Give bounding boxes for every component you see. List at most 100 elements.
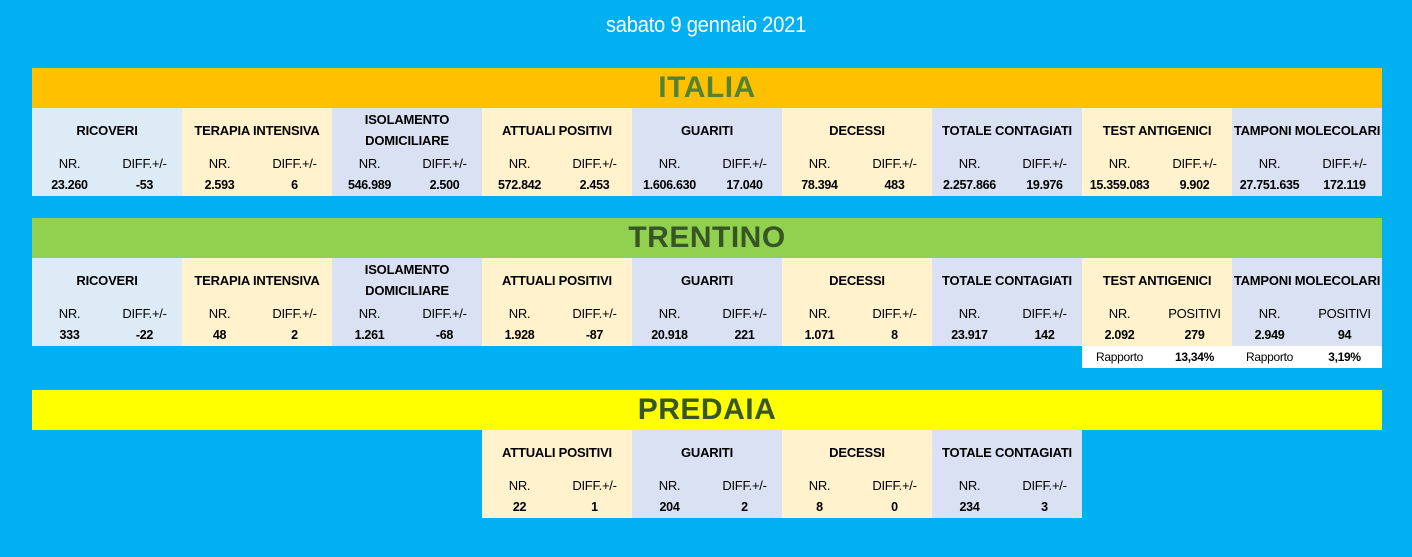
positivi-value: 94 [1337, 328, 1352, 342]
nr-value: 2.949 [1254, 328, 1285, 342]
nr-label: NR. [808, 306, 831, 321]
nr-label: NR. [658, 156, 681, 171]
predaia-banner: PREDAIA [32, 390, 1382, 430]
rapporto-value: 13,34% [1175, 350, 1214, 364]
nr-value: 1.261 [354, 328, 385, 342]
trentino-cell-decessi: DECESSI NR. DIFF.+/- 1.071 8 [782, 258, 932, 346]
nr-value: 572.842 [497, 178, 542, 192]
cell-title: GUARITI [680, 122, 734, 138]
nr-label: NR. [958, 478, 981, 493]
diff-value: -68 [435, 328, 454, 342]
diff-value: 19.976 [1026, 178, 1063, 192]
nr-value: 48 [212, 328, 227, 342]
trentino-cell-test-antigenici: TEST ANTIGENICI NR. POSITIVI 2.092 279 [1082, 258, 1232, 346]
italia-row: RICOVERI NR. DIFF.+/- 23.260 -53 TERAPIA… [32, 108, 1382, 196]
nr-label: NR. [958, 156, 981, 171]
diff-value: -87 [585, 328, 604, 342]
positivi-value: 279 [1184, 328, 1205, 342]
diff-label: DIFF.+/- [722, 478, 767, 493]
diff-value: 2.500 [429, 178, 460, 192]
nr-value: 1.071 [804, 328, 835, 342]
cell-title: ATTUALI POSITIVI [502, 122, 612, 138]
diff-label: DIFF.+/- [572, 306, 617, 321]
report-date: sabato 9 gennaio 2021 [605, 12, 807, 37]
cell-title: TOTALE CONTAGIATI [942, 444, 1072, 460]
nr-label: NR. [358, 306, 381, 321]
nr-label: NR. [1258, 156, 1281, 171]
diff-label: DIFF.+/- [1022, 156, 1067, 171]
nr-value: 78.394 [801, 178, 838, 192]
rapporto-antigenici: Rapporto 13,34% [1082, 346, 1232, 368]
nr-label: NR. [808, 478, 831, 493]
trentino-banner: TRENTINO [32, 218, 1382, 258]
trentino-row: RICOVERI NR. DIFF.+/- 333 -22 TERAPIA IN… [32, 258, 1382, 346]
italia-cell-totale-contagiati: TOTALE CONTAGIATI NR. DIFF.+/- 2.257.866… [932, 108, 1082, 196]
italia-cell-guariti: GUARITI NR. DIFF.+/- 1.606.630 17.040 [632, 108, 782, 196]
diff-value: 17.040 [726, 178, 763, 192]
trentino-cell-isolamento: ISOLAMENTO DOMICILIARE NR. DIFF.+/- 1.26… [332, 258, 482, 346]
italia-cell-terapia-intensiva: TERAPIA INTENSIVA NR. DIFF.+/- 2.593 6 [182, 108, 332, 196]
diff-label: DIFF.+/- [272, 306, 317, 321]
trentino-cell-guariti: GUARITI NR. DIFF.+/- 20.918 221 [632, 258, 782, 346]
cell-title: GUARITI [680, 444, 734, 460]
nr-value: 1.606.630 [643, 178, 696, 192]
diff-value: 0 [891, 500, 898, 514]
diff-value: 2.453 [579, 178, 610, 192]
nr-value: 1.928 [504, 328, 535, 342]
nr-value: 27.751.635 [1239, 178, 1300, 192]
trentino-cell-terapia-intensiva: TERAPIA INTENSIVA NR. DIFF.+/- 48 2 [182, 258, 332, 346]
cell-title: TERAPIA INTENSIVA [194, 272, 320, 288]
nr-value: 234 [959, 500, 980, 514]
nr-value: 15.359.083 [1089, 178, 1150, 192]
italia-cell-isolamento: ISOLAMENTO DOMICILIARE NR. DIFF.+/- 546.… [332, 108, 482, 196]
diff-label: DIFF.+/- [1022, 478, 1067, 493]
positivi-label: POSITIVI [1168, 306, 1221, 321]
italia-banner: ITALIA [32, 68, 1382, 108]
nr-label: NR. [58, 156, 81, 171]
nr-label: NR. [58, 306, 81, 321]
nr-label: NR. [658, 306, 681, 321]
diff-label: DIFF.+/- [422, 306, 467, 321]
diff-label: DIFF.+/- [1322, 156, 1367, 171]
diff-value: 2 [741, 500, 748, 514]
nr-value: 8 [816, 500, 823, 514]
diff-value: 3 [1041, 500, 1048, 514]
diff-label: DIFF.+/- [572, 156, 617, 171]
cell-title: TEST ANTIGENICI [1102, 272, 1212, 288]
trentino-cell-attuali-positivi: ATTUALI POSITIVI NR. DIFF.+/- 1.928 -87 [482, 258, 632, 346]
nr-value: 22 [512, 500, 527, 514]
italia-cell-ricoveri: RICOVERI NR. DIFF.+/- 23.260 -53 [32, 108, 182, 196]
nr-label: NR. [1108, 156, 1131, 171]
cell-title: ATTUALI POSITIVI [502, 444, 612, 460]
cell-title: GUARITI [680, 272, 734, 288]
diff-value: -22 [135, 328, 154, 342]
nr-value: 333 [59, 328, 80, 342]
diff-value: -53 [135, 178, 154, 192]
nr-value: 546.989 [347, 178, 392, 192]
diff-value: 2 [291, 328, 298, 342]
nr-value: 2.257.866 [943, 178, 996, 192]
nr-value: 204 [659, 500, 680, 514]
nr-value: 2.593 [204, 178, 235, 192]
rapporto-value: 3,19% [1328, 350, 1361, 364]
nr-label: NR. [1108, 306, 1131, 321]
predaia-row: ATTUALI POSITIVI NR. DIFF.+/- 22 1 GUARI… [482, 430, 1082, 518]
diff-label: DIFF.+/- [872, 306, 917, 321]
diff-value: 8 [891, 328, 898, 342]
nr-label: NR. [208, 156, 231, 171]
cell-title: TOTALE CONTAGIATI [942, 272, 1072, 288]
nr-value: 23.260 [51, 178, 88, 192]
nr-value: 20.918 [651, 328, 688, 342]
nr-label: NR. [508, 478, 531, 493]
cell-title: TAMPONI MOLECOLARI [1233, 122, 1381, 138]
trentino-cell-tamponi-molecolari: TAMPONI MOLECOLARI NR. POSITIVI 2.949 94 [1232, 258, 1382, 346]
predaia-cell-attuali-positivi: ATTUALI POSITIVI NR. DIFF.+/- 22 1 [482, 430, 632, 518]
predaia-cell-totale-contagiati: TOTALE CONTAGIATI NR. DIFF.+/- 234 3 [932, 430, 1082, 518]
diff-label: DIFF.+/- [272, 156, 317, 171]
nr-label: NR. [658, 478, 681, 493]
cell-title: RICOVERI [76, 272, 138, 288]
diff-value: 172.119 [1323, 178, 1366, 192]
nr-value: 23.917 [951, 328, 988, 342]
diff-label: DIFF.+/- [722, 306, 767, 321]
rapporto-label: Rapporto [1246, 350, 1293, 364]
